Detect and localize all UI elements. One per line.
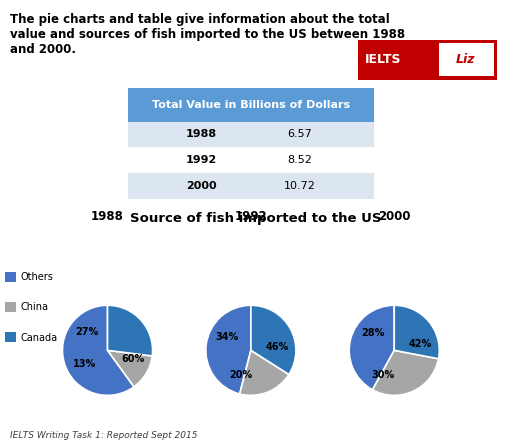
Text: Others: Others (20, 272, 53, 282)
Text: 2000: 2000 (186, 181, 217, 191)
Text: Liz: Liz (456, 53, 475, 66)
Text: Canada: Canada (20, 332, 58, 343)
Wedge shape (251, 305, 296, 374)
Text: 34%: 34% (216, 332, 239, 342)
Text: IELTS Writing Task 1: Reported Sept 2015: IELTS Writing Task 1: Reported Sept 2015 (10, 431, 198, 440)
Text: 6.57: 6.57 (288, 130, 312, 139)
Text: Total Value in Billions of Dollars: Total Value in Billions of Dollars (152, 100, 350, 110)
Wedge shape (240, 351, 289, 396)
Text: 1988: 1988 (91, 210, 124, 223)
Text: 2000: 2000 (378, 210, 411, 223)
Text: 46%: 46% (266, 342, 289, 352)
Text: 1992: 1992 (234, 210, 267, 223)
Text: 8.52: 8.52 (288, 155, 312, 165)
Wedge shape (349, 305, 394, 390)
Bar (5, 302, 16, 312)
Bar (128, 88, 374, 122)
Wedge shape (108, 351, 152, 387)
Text: 1988: 1988 (186, 130, 217, 139)
Bar (5, 271, 16, 282)
Text: 20%: 20% (229, 370, 252, 381)
Wedge shape (62, 305, 134, 396)
Text: IELTS: IELTS (365, 53, 402, 66)
Wedge shape (373, 351, 438, 396)
Text: China: China (20, 302, 49, 312)
Text: 1992: 1992 (186, 155, 218, 165)
Text: 42%: 42% (409, 339, 432, 349)
Bar (439, 43, 494, 76)
Text: 60%: 60% (122, 354, 145, 364)
Text: 13%: 13% (73, 359, 96, 369)
Wedge shape (394, 305, 439, 359)
Bar (128, 122, 374, 147)
Wedge shape (206, 305, 251, 394)
Text: 27%: 27% (76, 328, 99, 337)
Bar (5, 332, 16, 343)
Bar (128, 173, 374, 199)
Text: 10.72: 10.72 (284, 181, 316, 191)
Text: The pie charts and table give information about the total
value and sources of f: The pie charts and table give informatio… (10, 13, 406, 56)
Wedge shape (108, 305, 153, 356)
Text: Source of fish imported to the US: Source of fish imported to the US (130, 212, 382, 225)
Bar (128, 147, 374, 173)
Text: 28%: 28% (361, 328, 385, 338)
Text: 30%: 30% (371, 370, 394, 380)
